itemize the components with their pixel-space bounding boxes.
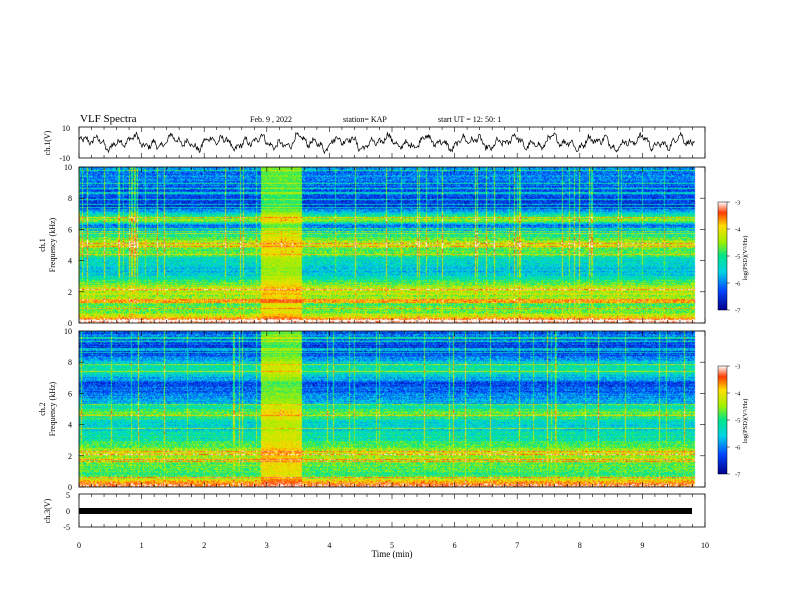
x-tick-label: 8 [578, 541, 582, 550]
x-tick-label: 6 [453, 541, 457, 550]
colorbar-tick-label: -4 [735, 391, 741, 398]
x-tick-label: 1 [140, 541, 144, 550]
colorbar-tick-label: -3 [735, 364, 740, 371]
colorbar-tick-label: -6 [735, 281, 741, 288]
y-tick-label: 10 [64, 163, 72, 172]
x-tick-label: 10 [701, 541, 709, 550]
y-tick-label: 8 [68, 358, 72, 367]
y-tick-label: 6 [68, 389, 72, 398]
date-label: Feb. 9 , 2022 [250, 115, 292, 124]
start-time-label: start UT = 12: 50: 1 [438, 115, 501, 124]
ch1-ytick-neg10: -10 [59, 154, 70, 163]
ch2-spectrogram-canvas [79, 331, 705, 487]
y-tick-label: 0 [68, 483, 72, 492]
colorbar-ch2: -3 -4 -5 -6 -7 log(PSD)(V²/Hz) [717, 364, 749, 479]
ch3-signal-band [79, 508, 692, 514]
ch1-ylabel: ch.1(V) [43, 130, 52, 155]
ch3-ytick-neg5: -5 [63, 523, 70, 532]
ch1-spec-ylabel-line1: ch.1 [38, 238, 47, 252]
y-tick-label: 6 [68, 225, 72, 234]
y-tick-label: 4 [68, 421, 72, 430]
x-tick-label: 3 [265, 541, 269, 550]
ch2-spec-ylabel-line1: ch.2 [38, 402, 47, 416]
y-tick-label: 10 [64, 327, 72, 336]
colorbar-tick-label: -5 [735, 418, 740, 425]
colorbar-tick-label: -6 [735, 445, 741, 452]
y-tick-label: 0 [68, 319, 72, 328]
y-tick-label: 2 [68, 452, 72, 461]
colorbar-tick-label: -4 [735, 227, 741, 234]
station-label: station= KAP [343, 115, 387, 124]
colorbar-ch2-label: log(PSD)(V²/Hz) [742, 399, 749, 444]
waveform-panel-ch1: 10 -10 ch.1(V) [43, 124, 706, 163]
x-tick-label: 7 [515, 541, 519, 550]
ch3-ytick-5: 5 [66, 491, 70, 500]
ch1-waveform-line [78, 131, 695, 155]
colorbar-tick-label: -7 [735, 472, 741, 479]
x-tick-label: 2 [202, 541, 206, 550]
x-tick-label: 5 [390, 541, 394, 550]
waveform-panel-ch3: 5 0 -5 ch.3(V) 0 1 2 3 4 5 6 7 8 9 10 Time (min) [43, 491, 709, 559]
spectrogram-panel-ch1: 0 2 4 6 8 10 ch.1 Frequency (kHz) [38, 163, 706, 328]
spectrogram-panel-ch2: 0 2 4 6 8 10 ch.2 Frequency (kHz) [38, 327, 706, 492]
ch1-spec-ylabel-line2: Frequency (kHz) [48, 217, 57, 272]
figure-title: VLF Spectra [80, 113, 137, 125]
colorbar-ch1: -3 -4 -5 -6 -7 log(PSD)(V²/Hz) [717, 200, 749, 315]
x-tick-label: 4 [327, 541, 331, 550]
ch2-spec-ylabel-line2: Frequency (kHz) [48, 381, 57, 436]
y-tick-label: 4 [68, 257, 72, 266]
x-tick-label: 0 [77, 541, 81, 550]
colorbar-tick-label: -7 [735, 308, 741, 315]
ch3-ylabel: ch.3(V) [43, 498, 52, 523]
ch1-spectrogram-canvas [79, 167, 705, 323]
x-axis-label: Time (min) [372, 549, 413, 559]
colorbar-ch1-label: log(PSD)(V²/Hz) [742, 236, 749, 281]
y-tick-label: 2 [68, 288, 72, 297]
colorbar-tick-label: -5 [735, 254, 740, 261]
x-tick-label: 9 [640, 541, 644, 550]
ch1-ytick-10: 10 [62, 124, 70, 133]
colorbar-tick-label: -3 [735, 200, 740, 207]
y-tick-label: 8 [68, 194, 72, 203]
ch3-ytick-0: 0 [66, 507, 70, 516]
